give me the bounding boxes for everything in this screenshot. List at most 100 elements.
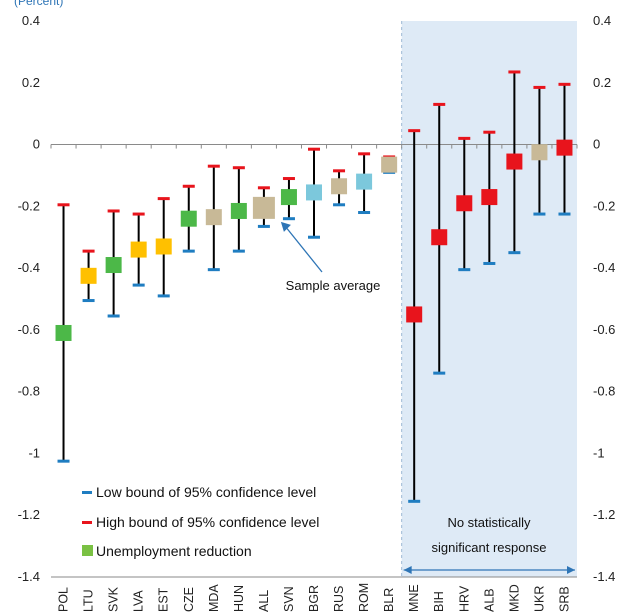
y-tick-label-right: 0.4 (593, 13, 611, 28)
low-bound-marker (533, 212, 546, 216)
low-bound-marker (483, 261, 496, 265)
legend-low-bound-marker (82, 491, 92, 494)
y-tick-label-right: -0.4 (593, 260, 615, 275)
low-bound-marker (558, 212, 571, 216)
y-tick-label-right: -1 (593, 445, 605, 460)
point-estimate-square (205, 209, 222, 226)
low-bound-marker (458, 268, 471, 272)
high-bound-marker (132, 212, 145, 216)
high-bound-marker (282, 177, 295, 181)
right-y-tick-labels: 0.4 0.2 0 -0.2 -0.4 -0.6 -0.8 -1 -1.2 -1.4 (593, 13, 615, 584)
point-estimate-square (556, 139, 573, 156)
point-estimate-square (80, 267, 97, 284)
point-estimate-square (431, 229, 448, 246)
legend-low-bound-label: Low bound of 95% confidence level (96, 484, 316, 500)
data-point-group (105, 209, 122, 318)
category-label: ROM (357, 583, 371, 612)
data-marks (55, 70, 573, 503)
data-point-group (280, 177, 297, 221)
low-bound-marker (182, 249, 195, 253)
sample-average-annotation: Sample average (280, 221, 381, 293)
low-bound-marker (433, 371, 446, 375)
low-bound-marker (157, 294, 170, 298)
low-bound-marker (232, 249, 245, 253)
high-bound-marker (333, 169, 346, 173)
low-bound-marker (257, 224, 270, 228)
category-label: RUS (332, 586, 346, 612)
y-tick-label-left: -1.4 (18, 569, 40, 584)
category-label: SRB (557, 586, 571, 612)
category-label: ALL (257, 590, 271, 612)
point-estimate-square (381, 156, 398, 173)
y-tick-label-right: -0.8 (593, 384, 615, 399)
data-point-group (381, 155, 398, 174)
high-bound-marker (232, 166, 245, 170)
low-bound-marker (508, 251, 521, 255)
legend-high-bound-label: High bound of 95% confidence level (96, 514, 319, 530)
point-estimate-square (105, 257, 122, 274)
category-label: HRV (457, 585, 471, 612)
high-bound-marker (458, 136, 471, 140)
high-bound-marker (207, 164, 220, 168)
y-tick-label-left: 0 (33, 137, 40, 152)
y-tick-label-left: 0.4 (22, 13, 40, 28)
data-point-group (252, 186, 275, 228)
point-estimate-square (230, 202, 247, 219)
region-arrowhead-right (567, 566, 575, 574)
data-point-group (130, 212, 147, 287)
low-bound-marker (282, 217, 295, 221)
left-y-tick-labels: 0.4 0.2 0 -0.2 -0.4 -0.6 -0.8 -1 -1.2 -1.4 (18, 13, 40, 584)
point-estimate-square (306, 184, 322, 201)
category-label: LTU (82, 589, 96, 612)
low-bound-marker (207, 268, 220, 272)
data-point-group (431, 102, 448, 375)
y-tick-label-right: -1.4 (593, 569, 615, 584)
category-label: BLR (382, 588, 396, 612)
low-bound-marker (333, 203, 346, 207)
category-label: LVA (132, 590, 146, 612)
data-point-group (531, 85, 548, 216)
high-bound-marker (558, 82, 571, 86)
point-estimate-square (356, 173, 373, 190)
high-bound-marker (257, 186, 270, 190)
high-bound-marker (508, 70, 521, 74)
high-bound-marker (433, 102, 446, 106)
y-tick-label-left: -1 (28, 445, 40, 460)
low-bound-marker (358, 211, 371, 215)
low-bound-marker (408, 499, 421, 503)
high-bound-marker (358, 152, 371, 156)
data-point-group (406, 129, 423, 503)
sample-average-label: Sample average (286, 278, 381, 293)
data-point-group (306, 147, 322, 239)
point-estimate-square (456, 195, 473, 212)
data-point-group (356, 152, 373, 215)
y-tick-label-right: 0 (593, 137, 600, 152)
point-estimate-square (55, 324, 72, 341)
category-label: BGR (307, 585, 321, 612)
data-point-group (180, 184, 197, 253)
data-point-group (155, 197, 172, 298)
y-tick-label-left: -0.8 (18, 384, 40, 399)
low-bound-marker (57, 459, 70, 463)
point-estimate-square (180, 210, 197, 227)
region-arrowhead-left (403, 566, 412, 574)
data-point-group (230, 166, 247, 253)
category-label: SVK (107, 586, 121, 612)
high-bound-marker (533, 85, 546, 89)
sample-average-arrowhead (280, 221, 291, 232)
y-tick-label-right: -0.2 (593, 198, 615, 213)
category-label: MNE (407, 584, 421, 612)
point-estimate-square (130, 241, 147, 258)
point-estimate-square (531, 144, 548, 161)
category-label: MDA (207, 584, 221, 612)
data-point-group (55, 203, 72, 463)
high-bound-marker (107, 209, 120, 213)
data-point-group (205, 164, 222, 272)
low-bound-marker (132, 283, 145, 287)
low-bound-marker (82, 299, 95, 303)
point-estimate-square (252, 196, 275, 219)
category-labels: POL LTU SVK LVA EST CZE MDA HUN ALL SVN BGR RUS ROM B… (57, 583, 572, 612)
point-estimate-square (481, 189, 498, 206)
category-label: MKD (507, 584, 521, 612)
category-label: ALB (482, 588, 496, 612)
